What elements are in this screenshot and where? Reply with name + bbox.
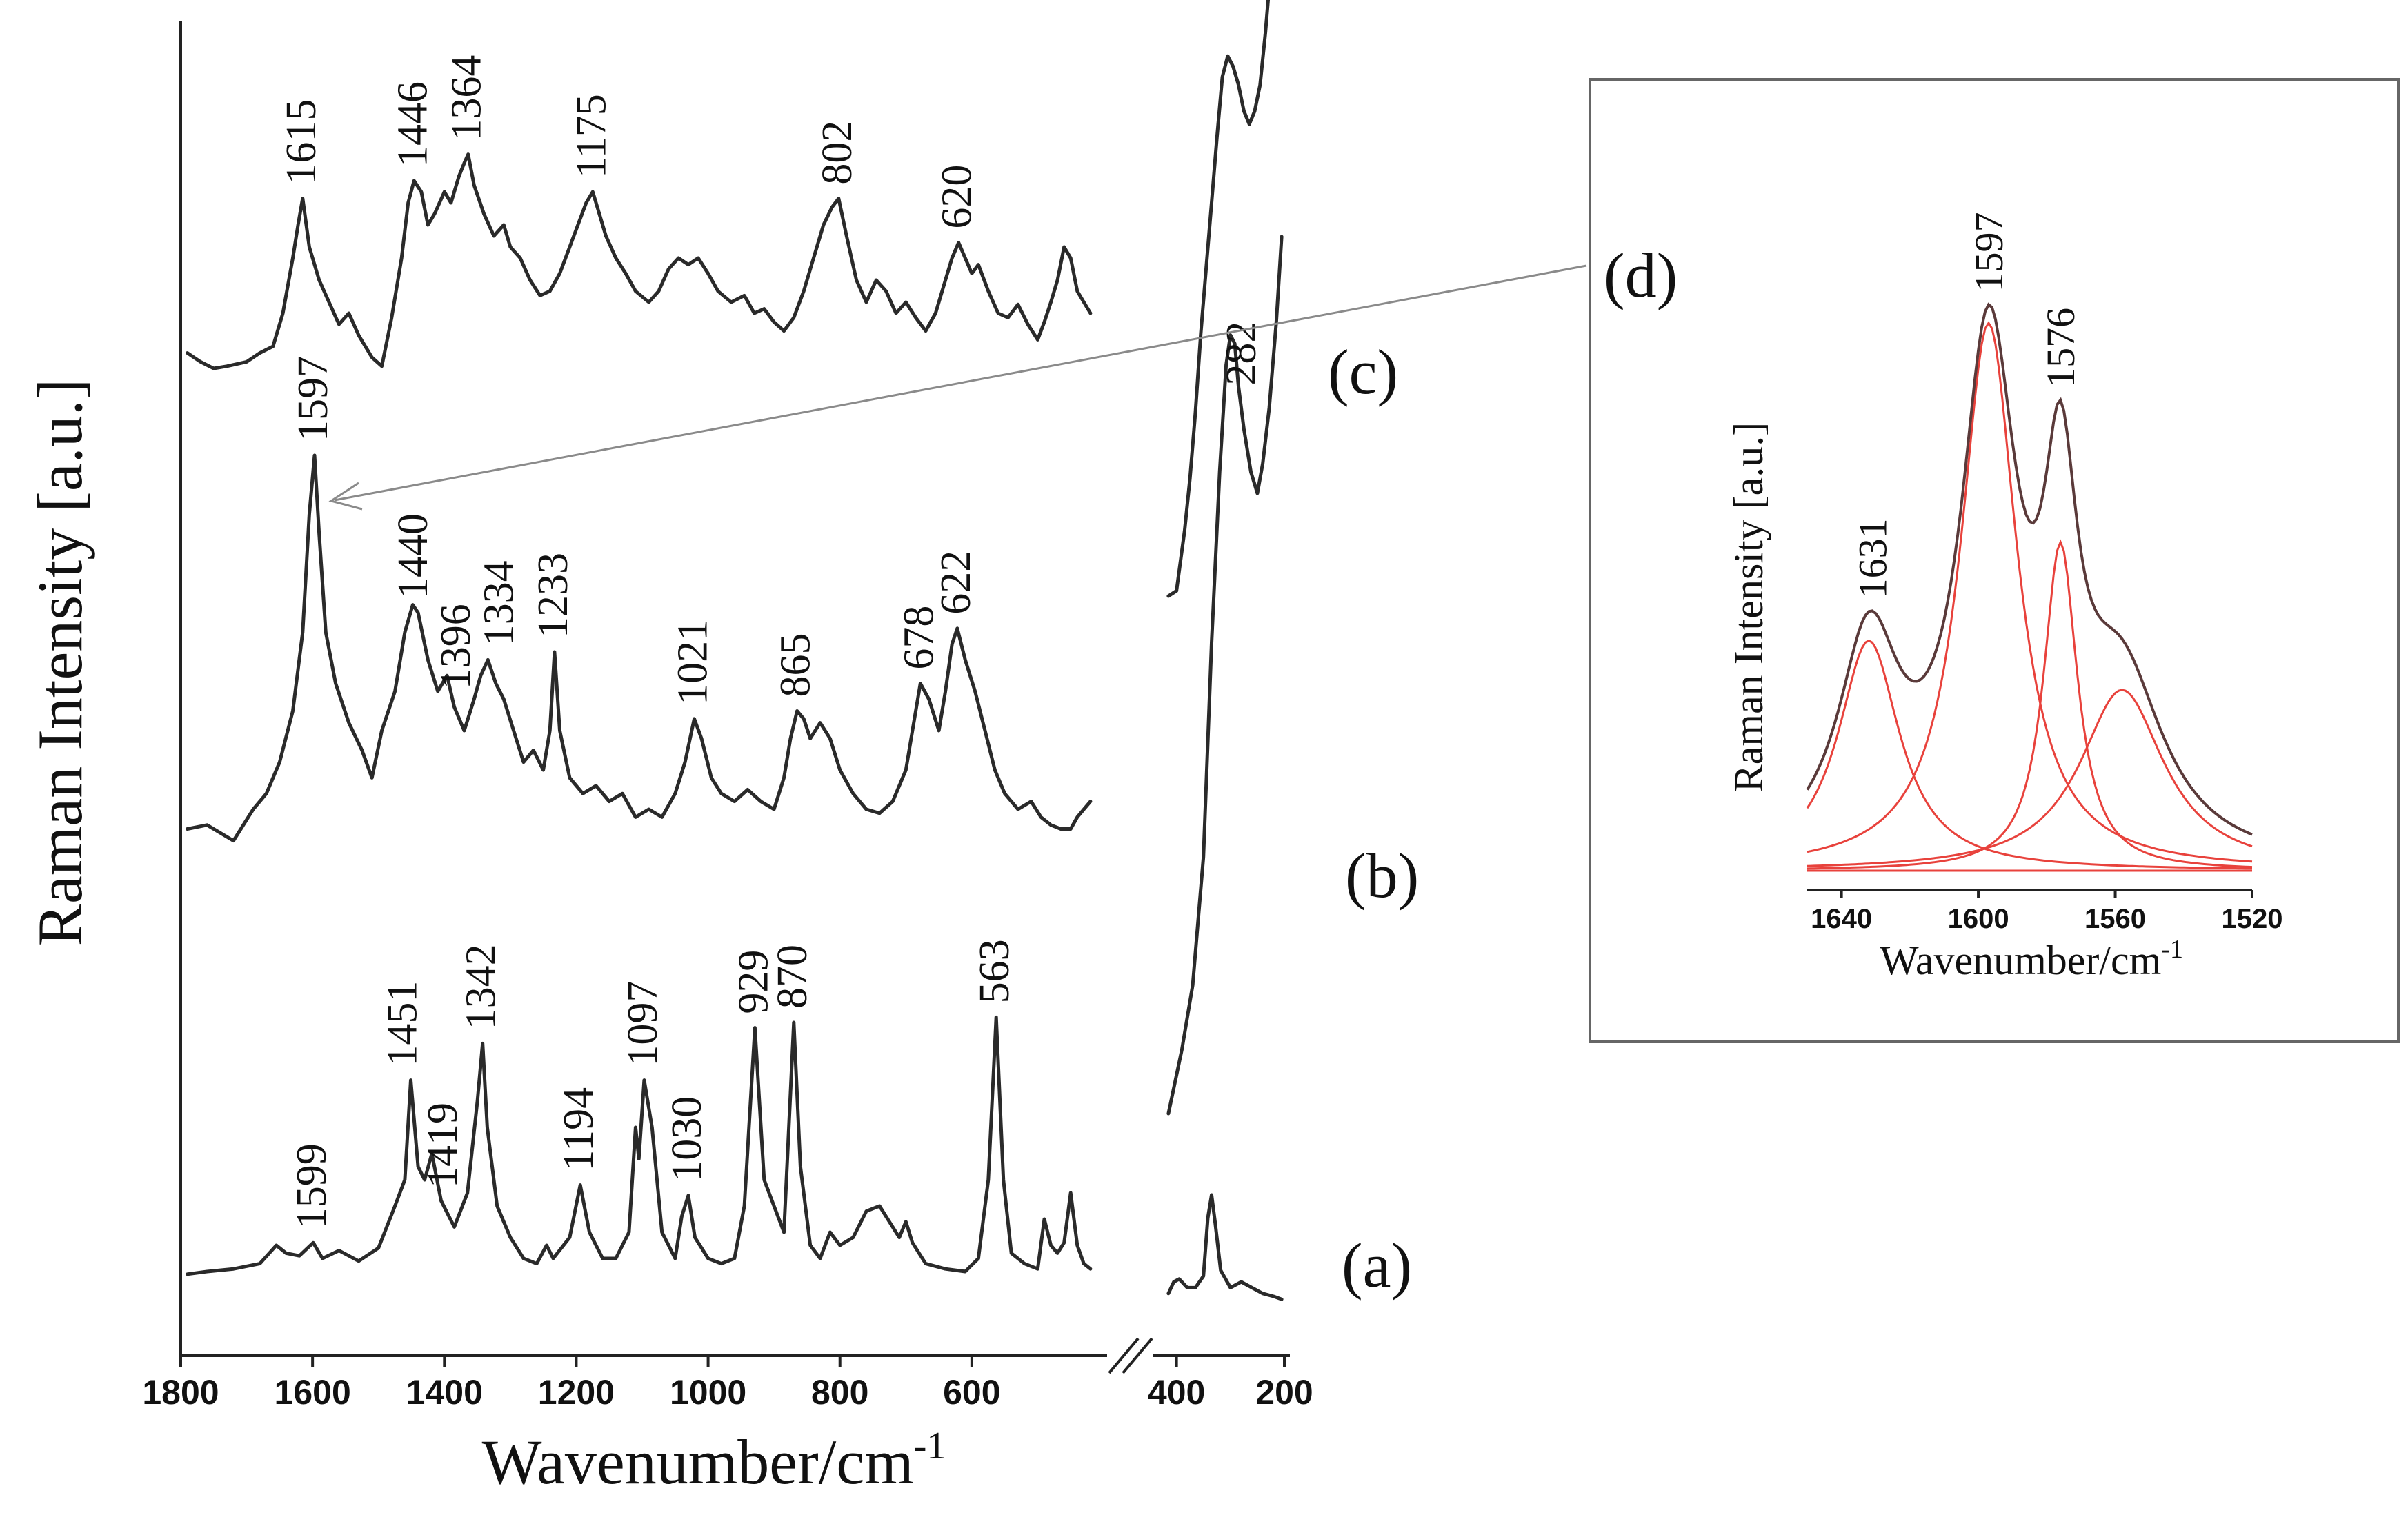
peak-label-b-865: 865 bbox=[773, 633, 819, 698]
inset-peak-label-1631: 1631 bbox=[1850, 518, 1895, 598]
trace-b-main bbox=[186, 453, 1093, 843]
x-axis-title-sup: -1 bbox=[914, 1425, 946, 1467]
peak-label-a-1599: 1599 bbox=[288, 1143, 335, 1229]
series-label-b: (b) bbox=[1345, 840, 1419, 911]
inset-fit-curves bbox=[1806, 302, 2253, 872]
peak-label-c-620: 620 bbox=[934, 165, 981, 229]
inset-pointer-arrowhead bbox=[328, 482, 363, 511]
inset-frame bbox=[1589, 78, 2400, 1043]
peak-label-a-1419: 1419 bbox=[419, 1102, 466, 1188]
x-axis-title: Wavenumber/cm-1 bbox=[482, 1425, 946, 1497]
trace-c-main bbox=[186, 152, 1093, 370]
inset-x-tick-label-1600: 1600 bbox=[1948, 904, 2009, 934]
inset-y-axis-title: Raman Intensity [a.u.] bbox=[1726, 422, 1771, 793]
inset-x-tick-label-1520: 1520 bbox=[2222, 904, 2283, 934]
peak-label-a-870: 870 bbox=[769, 945, 816, 1009]
x-tick-label-1000: 1000 bbox=[670, 1373, 746, 1412]
peak-label-b-1233: 1233 bbox=[530, 553, 577, 638]
peak-label-c-802: 802 bbox=[814, 121, 861, 185]
peak-label-b-1440: 1440 bbox=[390, 513, 437, 599]
peak-label-a-1194: 1194 bbox=[555, 1087, 602, 1171]
inset-peak-label-1576: 1576 bbox=[2038, 308, 2083, 388]
peak-label-a-563: 563 bbox=[971, 939, 1018, 1003]
x-tick-label-1200: 1200 bbox=[538, 1373, 615, 1412]
x-tick-label-1600: 1600 bbox=[275, 1373, 351, 1412]
peak-label-b-1334: 1334 bbox=[475, 560, 522, 646]
spectra-traces bbox=[186, 0, 1284, 1301]
series-label-a: (a) bbox=[1342, 1230, 1412, 1301]
inset-pointer-arrow bbox=[334, 264, 1587, 502]
x-tick-label-600: 600 bbox=[943, 1373, 1000, 1412]
peak-label-c-1615: 1615 bbox=[278, 99, 325, 185]
inset-x-axis-title-sup: -1 bbox=[2161, 935, 2183, 964]
x-tick-label-1400: 1400 bbox=[406, 1373, 483, 1412]
inset-peak-labels: 1631 1597 1576 bbox=[1850, 212, 2083, 599]
inset-x-tick-label-1560: 1560 bbox=[2084, 904, 2146, 934]
peak-label-c-1446: 1446 bbox=[389, 81, 436, 167]
inset-label-d: (d) bbox=[1604, 240, 1678, 310]
peak-label-a-929: 929 bbox=[730, 950, 777, 1014]
axis-break-mark-2 bbox=[1122, 1337, 1153, 1374]
inset-fit-component-1632 bbox=[1806, 639, 2252, 870]
x-tick-label-800: 800 bbox=[811, 1373, 868, 1412]
trace-a-break bbox=[1166, 1193, 1284, 1301]
peak-label-a-1342: 1342 bbox=[458, 944, 505, 1029]
peak-label-b-1597: 1597 bbox=[290, 356, 337, 442]
x-tick-label-1800: 1800 bbox=[142, 1373, 219, 1412]
inset-fit-component-1576 bbox=[1807, 539, 2253, 870]
peak-label-c-1364: 1364 bbox=[444, 55, 490, 141]
trace-a-main bbox=[186, 1015, 1093, 1276]
inset-x-axis-title: Wavenumber/cm-1 bbox=[1880, 935, 2183, 983]
x-tick-label-400: 400 bbox=[1148, 1373, 1205, 1412]
trace-b-break bbox=[1166, 235, 1284, 1116]
peak-label-b-1021: 1021 bbox=[670, 620, 717, 705]
peak-label-b-282: 282 bbox=[1218, 322, 1265, 386]
trace-c-break bbox=[1166, 0, 1271, 598]
inset-fit-component-1597 bbox=[1807, 321, 2253, 863]
inset-peak-label-1597: 1597 bbox=[1967, 212, 2011, 293]
inset-x-axis-title-text: Wavenumber/cm bbox=[1880, 938, 2161, 983]
x-tick-label-200: 200 bbox=[1255, 1373, 1313, 1412]
series-label-c: (c) bbox=[1328, 337, 1398, 407]
inset-envelope bbox=[1806, 302, 2253, 836]
inset-x-tick-label-1640: 1640 bbox=[1811, 904, 1872, 934]
peak-label-b-678: 678 bbox=[895, 606, 942, 670]
peak-label-a-1030: 1030 bbox=[664, 1096, 710, 1182]
peak-label-b-622: 622 bbox=[933, 551, 979, 615]
inset-fit-component-1558 bbox=[1807, 689, 2253, 867]
peak-label-a-1097: 1097 bbox=[619, 981, 666, 1067]
peak-label-b-1396: 1396 bbox=[432, 604, 479, 689]
axis-break-mark-1 bbox=[1108, 1337, 1140, 1374]
inset-x-ticks: 1640 1600 1560 1520 bbox=[1811, 890, 2282, 934]
inset-panel: (d) 1640 1600 1560 1520 1631 1597 1576 Raman … bbox=[1589, 78, 2400, 1043]
peak-label-a-1451: 1451 bbox=[379, 981, 426, 1067]
peak-label-c-1175: 1175 bbox=[568, 94, 615, 178]
x-ticks: 1800 1600 1400 1200 1000 800 600 400 200 bbox=[142, 1356, 1313, 1412]
y-axis-title: Raman Intensity [a.u.] bbox=[25, 379, 95, 947]
x-axis-title-text: Wavenumber/cm bbox=[482, 1427, 914, 1497]
